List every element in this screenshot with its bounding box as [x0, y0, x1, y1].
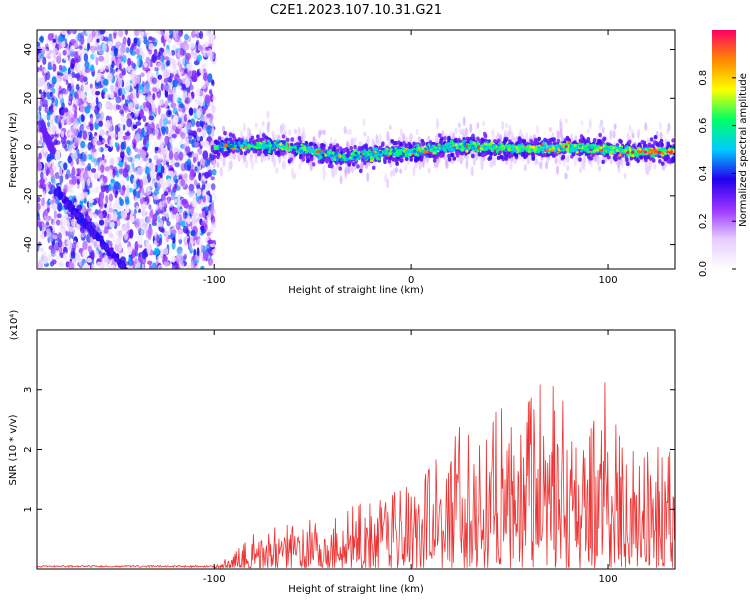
ytick-label: 3 — [23, 387, 34, 393]
spectrogram-xlabel: Height of straight line (km) — [288, 285, 424, 296]
snr-ylabel: SNR (10 * v/v) — [8, 414, 19, 485]
colorbar-tick-label: 0.0 — [698, 261, 709, 277]
colorbar-gradient — [712, 30, 736, 269]
ytick-label: 1 — [23, 506, 34, 512]
xtick-label: 0 — [408, 574, 414, 585]
colorbar-label: Normalized spectral amplitude — [738, 73, 749, 227]
colorbar-ticks: 0.0 0.2 0.4 0.6 0.8 — [698, 70, 736, 277]
snr-xticks: -100 0 100 — [203, 330, 618, 585]
ytick-label: 2 — [23, 446, 34, 452]
xtick-label: 100 — [599, 574, 618, 585]
snr-multiplier: (x10⁴) — [9, 310, 20, 341]
ytick-label: 0 — [23, 144, 34, 150]
colorbar-tick-label: 0.2 — [698, 213, 709, 229]
xtick-label: -100 — [203, 574, 226, 585]
spectrogram-yticks: -40 -20 0 20 40 — [23, 43, 675, 253]
xtick-label: 100 — [599, 275, 618, 286]
spectrogram-frame — [36, 29, 676, 270]
spectrogram-xticks: -100 0 100 — [203, 30, 618, 286]
snr-trace — [37, 382, 675, 569]
snr-line — [37, 382, 675, 569]
colorbar: 0.0 0.2 0.4 0.6 0.8 Normalized spectral ampl… — [698, 30, 749, 277]
snr-panel: -100 0 100 1 2 3 Height of straight line (km… — [8, 310, 676, 595]
ytick-label: 40 — [23, 43, 34, 56]
ytick-label: -20 — [23, 188, 34, 204]
colorbar-tick-label: 0.8 — [698, 70, 709, 86]
colorbar-tick-label: 0.6 — [698, 118, 709, 134]
snr-yticks: 1 2 3 — [23, 387, 675, 512]
ytick-label: 20 — [23, 92, 34, 105]
spectrogram-panel: -100 0 100 -40 -20 0 20 40 Height of straight … — [8, 29, 676, 296]
xtick-label: 0 — [408, 275, 414, 286]
spectrogram-ylabel: Frequency (Hz) — [8, 112, 19, 188]
heatmap-dots — [37, 30, 675, 269]
figure-title: C2E1.2023.107.10.31.G21 — [270, 3, 442, 18]
xtick-label: -100 — [203, 275, 226, 286]
colorbar-tick-label: 0.4 — [698, 165, 709, 181]
ytick-label: -40 — [23, 236, 34, 252]
snr-xlabel: Height of straight line (km) — [288, 584, 424, 595]
